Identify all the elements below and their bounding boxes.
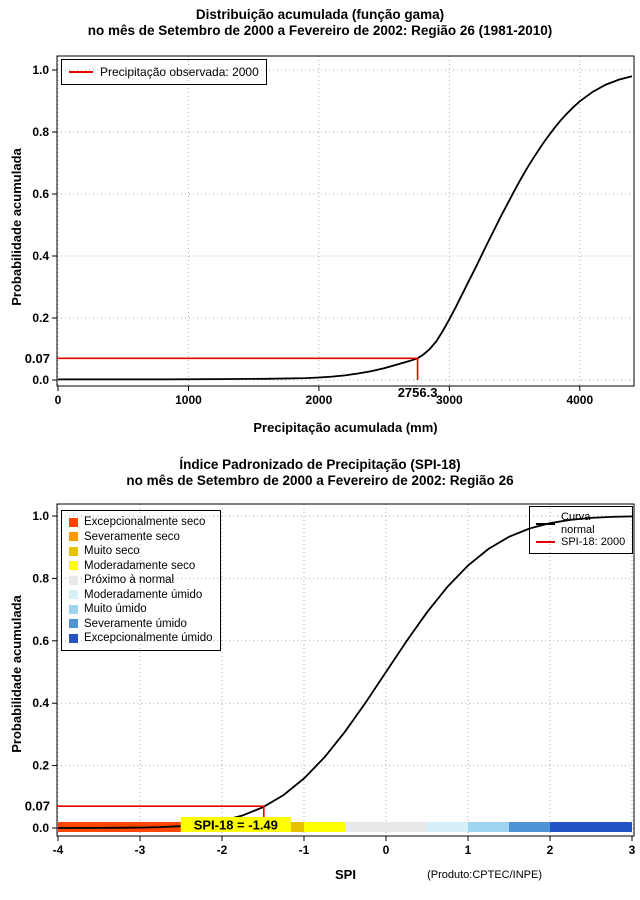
cdf-curve: [58, 75, 633, 381]
y-tick-label: 0.2: [32, 759, 49, 773]
legend-color-swatch-icon: [69, 590, 78, 600]
product-credit: (Produto:CPTEC/INPE): [427, 869, 542, 881]
y-tick-label: 0.8: [32, 571, 49, 585]
y-tick-label: 0.4: [32, 696, 49, 710]
legend-item: Precipitação observada: 2000: [69, 64, 259, 80]
curve-legend: Curva normal SPI-18: 2000: [529, 506, 633, 554]
legend-item-label: Muito seco: [84, 545, 140, 557]
x-tick-label: -1: [299, 843, 310, 857]
chart-subtitle: no mês de Setembro de 2000 a Fevereiro d…: [126, 473, 514, 488]
y-tick-label: 0.4: [32, 249, 49, 263]
observed-value-label: 2756.3: [398, 385, 438, 400]
x-tick-label: 2000: [306, 393, 333, 407]
spi-value-label: SPI-18 = -1.49: [194, 818, 278, 833]
observed-precipitation-legend: Precipitação observada: 2000: [61, 59, 267, 85]
x-tick-label: -3: [135, 843, 146, 857]
legend-color-swatch-icon: [69, 619, 78, 629]
x-tick-label: 0: [55, 393, 62, 407]
x-tick-label: 3: [629, 843, 636, 857]
legend-item: Severamente úmido: [69, 617, 213, 632]
legend-item-label: Severamente seco: [84, 530, 180, 543]
legend-item: Curva normal: [536, 511, 626, 536]
x-tick-label: 3000: [436, 393, 463, 407]
spi-category-bar-segment: [468, 822, 509, 832]
y-tick-label: 0.2: [32, 311, 49, 325]
gamma-distribution-chart: Distribuição acumulada (função gama) no …: [9, 7, 635, 435]
y-tick-label: 0.6: [32, 634, 49, 648]
legend-item: Moderadamente úmido: [69, 588, 213, 603]
spi-category-bar-segment: [427, 822, 468, 832]
legend-item-label: Próximo à normal: [84, 574, 175, 586]
gamma-cdf-plot-canvas: 0 1000 2000 3000 4000 0.0 0.2 0.4 0.6 0.8 1.0 0.07 2…: [25, 55, 635, 407]
x-tick-label: 1000: [175, 393, 202, 407]
y-tick-label: 1.0: [32, 63, 49, 77]
legend-item-label: Curva normal: [561, 511, 595, 536]
spi-category-bar-segment: [509, 822, 550, 832]
legend-item-label: Moderadamente seco: [84, 559, 196, 572]
x-tick-label: -4: [53, 843, 64, 857]
legend-item-label: Severamente úmido: [84, 617, 187, 630]
x-axis-label: Precipitação acumulada (mm): [253, 420, 438, 435]
legend-item-label: Muito úmido: [84, 603, 147, 615]
y-tick-label: 1.0: [32, 509, 49, 523]
highlight-probability-label: 0.07: [25, 351, 50, 366]
legend-item-label: Excepcionalmente úmido: [84, 632, 213, 644]
x-tick-label: 2: [547, 843, 554, 857]
legend-color-swatch-icon: [69, 575, 78, 585]
legend-line-sample-icon: [536, 522, 555, 525]
legend-color-swatch-icon: [69, 546, 78, 556]
chart-title: Distribuição acumulada (função gama): [195, 7, 445, 22]
y-tick-label: 0.0: [32, 373, 49, 387]
x-tick-label: 4000: [566, 393, 593, 407]
legend-color-swatch-icon: [69, 517, 78, 527]
legend-item: Excepcionalmente seco: [69, 515, 213, 530]
legend-color-swatch-icon: [69, 604, 78, 614]
x-tick-label: 1: [465, 843, 472, 857]
legend-item-label: Excepcionalmente seco: [84, 516, 206, 528]
legend-line-sample-icon: [69, 71, 93, 73]
legend-item: Muito seco: [69, 544, 213, 559]
spi-category-bar-segment: [304, 822, 345, 832]
spi-category-legend: Excepcionalmente seco Severamente seco Mui…: [61, 510, 221, 651]
legend-item: SPI-18: 2000: [536, 536, 626, 549]
legend-item: Moderadamente seco: [69, 559, 213, 574]
y-tick-label: 0.8: [32, 125, 49, 139]
spi-cdf-plot-canvas: -4 -3 -2 -1 0 1 2 3 0.0 0.2 0.4 0.6 0.8 1.0 0.07 SPI-18…: [25, 503, 636, 857]
chart-title: Índice Padronizado de Precipitação (SPI-…: [179, 457, 461, 472]
legend-color-swatch-icon: [69, 532, 78, 542]
legend-item-label: Precipitação observada: 2000: [100, 65, 259, 79]
x-tick-label: 0: [383, 843, 390, 857]
x-tick-label: -2: [217, 843, 228, 857]
spi-category-bar-segment: [550, 822, 632, 832]
y-tick-label: 0.6: [32, 187, 49, 201]
legend-line-sample-icon: [536, 541, 555, 544]
legend-item: Severamente seco: [69, 530, 213, 545]
highlight-probability-label: 0.07: [25, 799, 50, 814]
legend-item-label: Moderadamente úmido: [84, 588, 203, 601]
legend-item: Excepcionalmente úmido: [69, 631, 213, 646]
legend-item: Muito úmido: [69, 602, 213, 617]
chart-subtitle: no mês de Setembro de 2000 a Fevereiro d…: [87, 23, 553, 38]
x-axis-label: SPI: [335, 867, 356, 882]
plot-border: [56, 55, 635, 387]
legend-color-swatch-icon: [69, 561, 78, 571]
observed-value-reference-line: [57, 357, 419, 380]
spi-value-label-background: [180, 817, 291, 832]
legend-item-label: SPI-18: 2000: [561, 536, 626, 548]
plot-border: [56, 503, 635, 837]
spi-category-bar-segment: [345, 822, 427, 832]
legend-color-swatch-icon: [69, 633, 78, 643]
spi-chart: Índice Padronizado de Precipitação (SPI-…: [0, 450, 640, 900]
y-tick-label: 0.0: [32, 821, 49, 835]
legend-item: Próximo à normal: [69, 573, 213, 588]
